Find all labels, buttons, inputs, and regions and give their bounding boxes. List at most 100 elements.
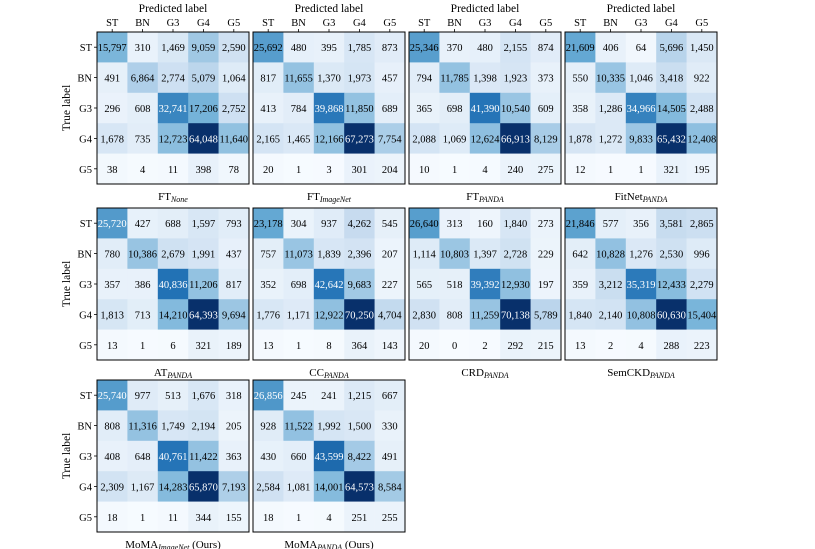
heatmap-cell <box>188 380 219 411</box>
heatmap-cell <box>374 153 406 185</box>
cell-value-label: 757 <box>260 250 276 261</box>
heatmap-cell <box>530 268 562 300</box>
cell-value-label: 437 <box>226 250 242 261</box>
heatmap-cell <box>157 62 189 94</box>
cell-value-label: 1,276 <box>629 250 653 261</box>
cell-value-label: 873 <box>382 43 398 54</box>
heatmap-cell <box>253 62 284 94</box>
heatmap-cell <box>565 299 596 330</box>
heatmap-cell <box>344 471 375 502</box>
cell-value-label: 10,808 <box>627 310 656 321</box>
cell-value-label: 784 <box>291 104 308 115</box>
x-axis-title: Predicted label <box>607 3 676 15</box>
heatmap-cell <box>344 62 375 94</box>
y-tick-label: ST <box>80 219 93 230</box>
heatmap-cell <box>344 153 375 185</box>
heatmap-cell <box>656 92 687 124</box>
cell-value-label: 2,530 <box>660 250 684 261</box>
heatmap-cell <box>97 380 128 411</box>
cell-value-label: 26,640 <box>410 219 439 230</box>
cell-value-label: 70,250 <box>345 310 374 321</box>
cell-value-label: 197 <box>538 280 554 291</box>
cell-value-label: 11,259 <box>471 310 500 321</box>
confusion-matrix-10: 26,856 245 241 1,215 667 928 11,522 1,992 1,500 3… <box>252 379 406 549</box>
x-tick-label: ST <box>418 18 431 29</box>
cell-value-label: 12 <box>575 165 586 176</box>
heatmap-cell <box>313 92 345 124</box>
cell-value-label: 2,728 <box>504 250 528 261</box>
heatmap-cell <box>439 92 471 124</box>
cell-value-label: 808 <box>104 422 120 433</box>
cell-value-label: 1,465 <box>287 134 311 145</box>
cell-value-label: 1 <box>140 513 145 524</box>
heatmap-cell <box>409 329 440 361</box>
heatmap-cell <box>157 501 189 533</box>
y-axis-title: True label <box>61 433 73 480</box>
cell-value-label: 13 <box>107 341 118 352</box>
panel-caption: FTImageNet <box>307 191 352 204</box>
cell-value-label: 11,073 <box>284 250 313 261</box>
cell-value-label: 3,581 <box>660 219 684 230</box>
heatmap-cell <box>374 380 406 411</box>
x-tick-label: G3 <box>479 18 492 29</box>
cell-value-label: 937 <box>321 219 337 230</box>
cell-value-label: 735 <box>135 134 151 145</box>
heatmap-cell <box>218 62 250 94</box>
cell-value-label: 318 <box>226 391 242 402</box>
heatmap-cell <box>157 299 189 330</box>
heatmap-cell <box>565 92 596 124</box>
heatmap-cell <box>374 471 406 502</box>
heatmap-cell <box>127 208 159 239</box>
cell-value-label: 38 <box>107 165 118 176</box>
cell-value-label: 406 <box>603 43 619 54</box>
heatmap-cell <box>97 123 128 154</box>
cell-value-label: 928 <box>260 422 276 433</box>
cell-value-label: 513 <box>165 391 181 402</box>
cell-value-label: 2,679 <box>161 250 185 261</box>
heatmap-cell <box>218 92 250 124</box>
y-tick-label: BN <box>77 74 92 85</box>
cell-value-label: 25,720 <box>98 219 127 230</box>
cell-value-label: 1,450 <box>690 43 714 54</box>
cell-value-label: 241 <box>321 391 337 402</box>
cell-value-label: 1,878 <box>568 134 592 145</box>
x-tick-label: BN <box>447 18 462 29</box>
heatmap-cell <box>409 299 440 330</box>
cell-value-label: 240 <box>508 165 524 176</box>
heatmap-cell <box>97 153 128 185</box>
cell-value-label: 12,433 <box>657 280 686 291</box>
heatmap-cell <box>253 32 284 63</box>
heatmap-cell <box>157 410 189 442</box>
cell-value-label: 491 <box>104 74 120 85</box>
heatmap-cell <box>500 62 531 94</box>
heatmap-cell <box>686 329 718 361</box>
cell-value-label: 11 <box>168 165 178 176</box>
cell-value-label: 457 <box>382 74 398 85</box>
cell-value-label: 39,392 <box>471 280 500 291</box>
cell-value-label: 1,813 <box>100 310 124 321</box>
cell-value-label: 370 <box>447 43 463 54</box>
cell-value-label: 20 <box>263 165 274 176</box>
heatmap-cell <box>409 62 440 94</box>
matrix-border <box>252 207 406 361</box>
cell-value-label: 365 <box>416 104 432 115</box>
heatmap-cell <box>283 329 315 361</box>
x-axis-title: Predicted label <box>295 3 364 15</box>
cell-value-label: 215 <box>538 341 554 352</box>
cell-value-label: 9,694 <box>222 310 246 321</box>
cell-value-label: 5,789 <box>534 310 558 321</box>
matrix-border <box>252 379 406 533</box>
y-axis-title: True label <box>61 85 73 132</box>
heatmap-cell <box>530 299 562 330</box>
heatmap-cell <box>530 208 562 239</box>
x-tick-label: G3 <box>635 18 648 29</box>
cell-value-label: 10 <box>419 165 430 176</box>
cell-value-label: 26,856 <box>254 391 283 402</box>
cell-value-label: 4,704 <box>378 310 402 321</box>
cell-value-label: 1,081 <box>287 482 311 493</box>
heatmap-cell <box>253 471 284 502</box>
heatmap-cell <box>374 268 406 300</box>
heatmap-cell <box>565 238 596 270</box>
cell-value-label: 8 <box>326 341 331 352</box>
